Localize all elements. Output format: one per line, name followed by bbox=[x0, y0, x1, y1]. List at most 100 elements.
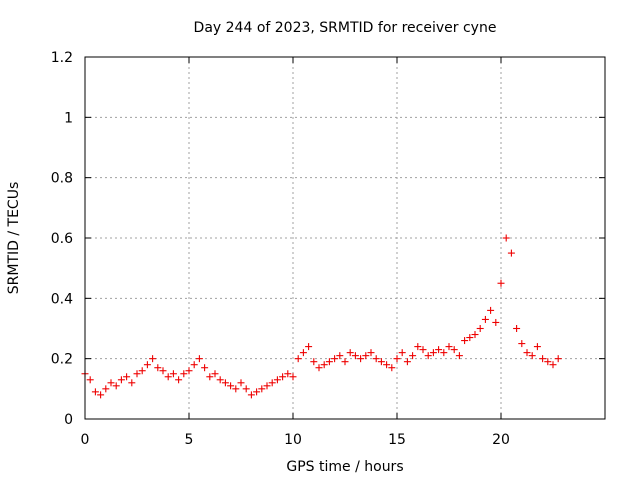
data-point bbox=[247, 391, 255, 399]
data-point bbox=[554, 355, 562, 363]
data-point bbox=[107, 379, 115, 387]
data-point bbox=[242, 385, 250, 393]
data-point bbox=[143, 361, 151, 369]
data-point bbox=[518, 340, 526, 348]
data-point bbox=[294, 355, 302, 363]
data-point bbox=[341, 358, 349, 366]
data-point bbox=[492, 318, 500, 326]
data-point bbox=[435, 346, 443, 354]
data-point bbox=[539, 355, 547, 363]
data-point bbox=[175, 376, 183, 384]
data-point bbox=[185, 367, 193, 375]
data-point bbox=[346, 349, 354, 357]
data-point bbox=[102, 385, 110, 393]
data-point bbox=[487, 306, 495, 314]
chart-title: Day 244 of 2023, SRMTID for receiver cyn… bbox=[194, 20, 497, 36]
data-point bbox=[461, 337, 469, 345]
data-point bbox=[289, 373, 297, 381]
data-point bbox=[450, 346, 458, 354]
y-tick-label: 0 bbox=[64, 412, 73, 428]
data-point bbox=[190, 361, 198, 369]
data-point bbox=[377, 358, 385, 366]
data-point bbox=[159, 367, 167, 375]
data-point bbox=[544, 358, 552, 366]
x-tick-label: 10 bbox=[284, 432, 302, 448]
data-point bbox=[507, 249, 515, 257]
data-point bbox=[91, 388, 99, 396]
data-point bbox=[476, 325, 484, 332]
y-tick-label: 0.4 bbox=[51, 291, 73, 307]
data-point bbox=[388, 364, 396, 372]
data-point bbox=[372, 355, 380, 363]
data-point bbox=[513, 325, 521, 332]
data-point bbox=[362, 352, 370, 360]
data-point bbox=[279, 373, 287, 381]
data-point bbox=[440, 349, 448, 357]
data-point bbox=[258, 385, 266, 393]
data-point bbox=[221, 379, 229, 387]
data-point bbox=[206, 373, 214, 381]
data-point bbox=[97, 391, 105, 399]
data-point bbox=[117, 376, 125, 384]
data-point bbox=[237, 379, 245, 387]
data-point bbox=[502, 234, 510, 242]
data-point bbox=[211, 370, 219, 378]
data-point bbox=[367, 349, 375, 357]
data-point bbox=[128, 379, 136, 387]
x-axis-label: GPS time / hours bbox=[286, 459, 403, 475]
data-point bbox=[409, 352, 417, 360]
data-point bbox=[393, 355, 401, 363]
data-point bbox=[466, 334, 474, 342]
x-tick-label: 0 bbox=[81, 432, 90, 448]
x-tick-label: 5 bbox=[185, 432, 194, 448]
data-point bbox=[201, 364, 209, 372]
data-point bbox=[351, 352, 359, 360]
data-point bbox=[164, 373, 172, 381]
x-tick-label: 20 bbox=[492, 432, 510, 448]
data-point bbox=[123, 373, 131, 381]
data-point bbox=[268, 379, 276, 387]
data-points bbox=[81, 234, 562, 399]
data-point bbox=[216, 376, 224, 384]
data-point bbox=[383, 361, 391, 369]
data-point bbox=[533, 343, 541, 351]
data-point bbox=[310, 358, 318, 366]
data-point bbox=[315, 364, 323, 372]
data-point bbox=[471, 331, 479, 339]
y-tick-label: 0.6 bbox=[51, 231, 73, 247]
data-point bbox=[299, 349, 307, 357]
data-point bbox=[424, 352, 432, 360]
data-point bbox=[429, 349, 437, 357]
data-point bbox=[325, 358, 333, 366]
data-point bbox=[398, 349, 406, 357]
data-point bbox=[149, 355, 157, 363]
data-point bbox=[138, 367, 146, 375]
data-point bbox=[549, 361, 557, 369]
data-point bbox=[195, 355, 203, 363]
data-point bbox=[331, 355, 339, 363]
data-point bbox=[414, 343, 422, 351]
data-point bbox=[419, 346, 427, 354]
data-point bbox=[232, 385, 240, 393]
y-tick-label: 0.2 bbox=[51, 352, 73, 368]
data-point bbox=[180, 370, 188, 378]
data-point bbox=[305, 343, 313, 351]
data-point bbox=[528, 352, 536, 360]
data-point bbox=[445, 343, 453, 351]
data-point bbox=[253, 388, 261, 396]
y-axis-label: SRMTID / TECUs bbox=[6, 182, 22, 295]
x-tick-label: 15 bbox=[388, 432, 406, 448]
data-point bbox=[497, 279, 505, 287]
data-point bbox=[227, 382, 235, 390]
data-point bbox=[154, 364, 162, 372]
data-point bbox=[169, 370, 177, 378]
data-point bbox=[336, 352, 344, 360]
data-point bbox=[357, 355, 365, 363]
data-point bbox=[523, 349, 531, 357]
data-point bbox=[284, 370, 292, 378]
y-tick-label: 1.2 bbox=[51, 50, 73, 66]
axis-ticks: 0 0.2 0.4 0.6 0.8 1 1.2 0 5 10 15 20 bbox=[51, 50, 605, 448]
data-point bbox=[455, 352, 463, 360]
data-point bbox=[263, 382, 271, 390]
